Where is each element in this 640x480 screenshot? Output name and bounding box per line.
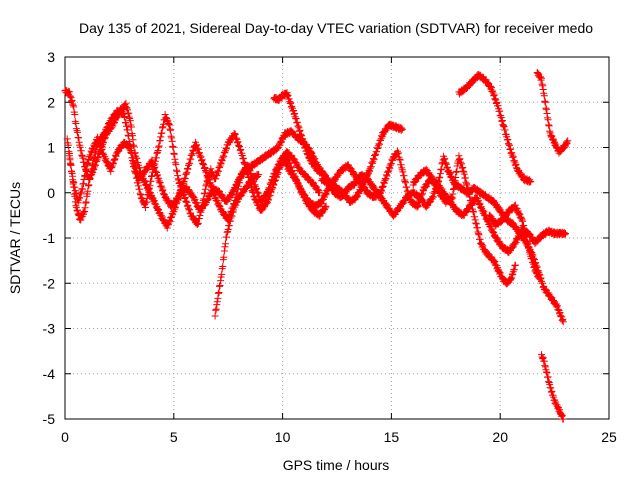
series-track-10 (533, 69, 572, 157)
series-track-8 (409, 152, 519, 288)
y-tick-label: 0 (47, 185, 55, 201)
x-tick-label: 0 (61, 429, 69, 445)
x-tick-label: 20 (492, 429, 508, 445)
y-tick-label: -1 (43, 230, 56, 246)
y-tick-label: -3 (43, 321, 56, 337)
chart-title: Day 135 of 2021, Sidereal Day-to-day VTE… (79, 20, 593, 36)
series-track-3 (65, 133, 324, 224)
x-tick-labels: 0 5 10 15 20 25 (61, 429, 617, 445)
x-tick-label: 25 (601, 429, 617, 445)
series-track-11 (538, 351, 567, 423)
y-axis-label: SDTVAR / TECUs (7, 182, 23, 294)
y-tick-label: -5 (43, 411, 56, 427)
data-marker-path (533, 69, 572, 157)
y-tick-label: 2 (47, 94, 55, 110)
x-tick-label: 5 (170, 429, 178, 445)
y-tick-labels: -5 -4 -3 -2 -1 0 1 2 3 (43, 49, 56, 427)
series-track-9 (455, 71, 535, 186)
y-tick-label: 1 (47, 140, 55, 156)
data-marker-path (538, 351, 567, 423)
data-marker-path (455, 71, 535, 186)
data-marker-path (65, 133, 324, 224)
ticks (64, 56, 610, 420)
data-marks (61, 69, 572, 423)
series-track-4 (211, 170, 263, 320)
data-marker-path (211, 170, 263, 320)
y-tick-label: 3 (47, 49, 55, 65)
data-marker-path (409, 152, 519, 288)
x-tick-label: 15 (384, 429, 400, 445)
x-tick-label: 10 (275, 429, 291, 445)
data-marker-path (485, 201, 543, 283)
series-track-12 (485, 201, 543, 283)
y-tick-label: -4 (43, 366, 56, 382)
x-axis-label: GPS time / hours (283, 457, 390, 473)
y-tick-label: -2 (43, 275, 56, 291)
